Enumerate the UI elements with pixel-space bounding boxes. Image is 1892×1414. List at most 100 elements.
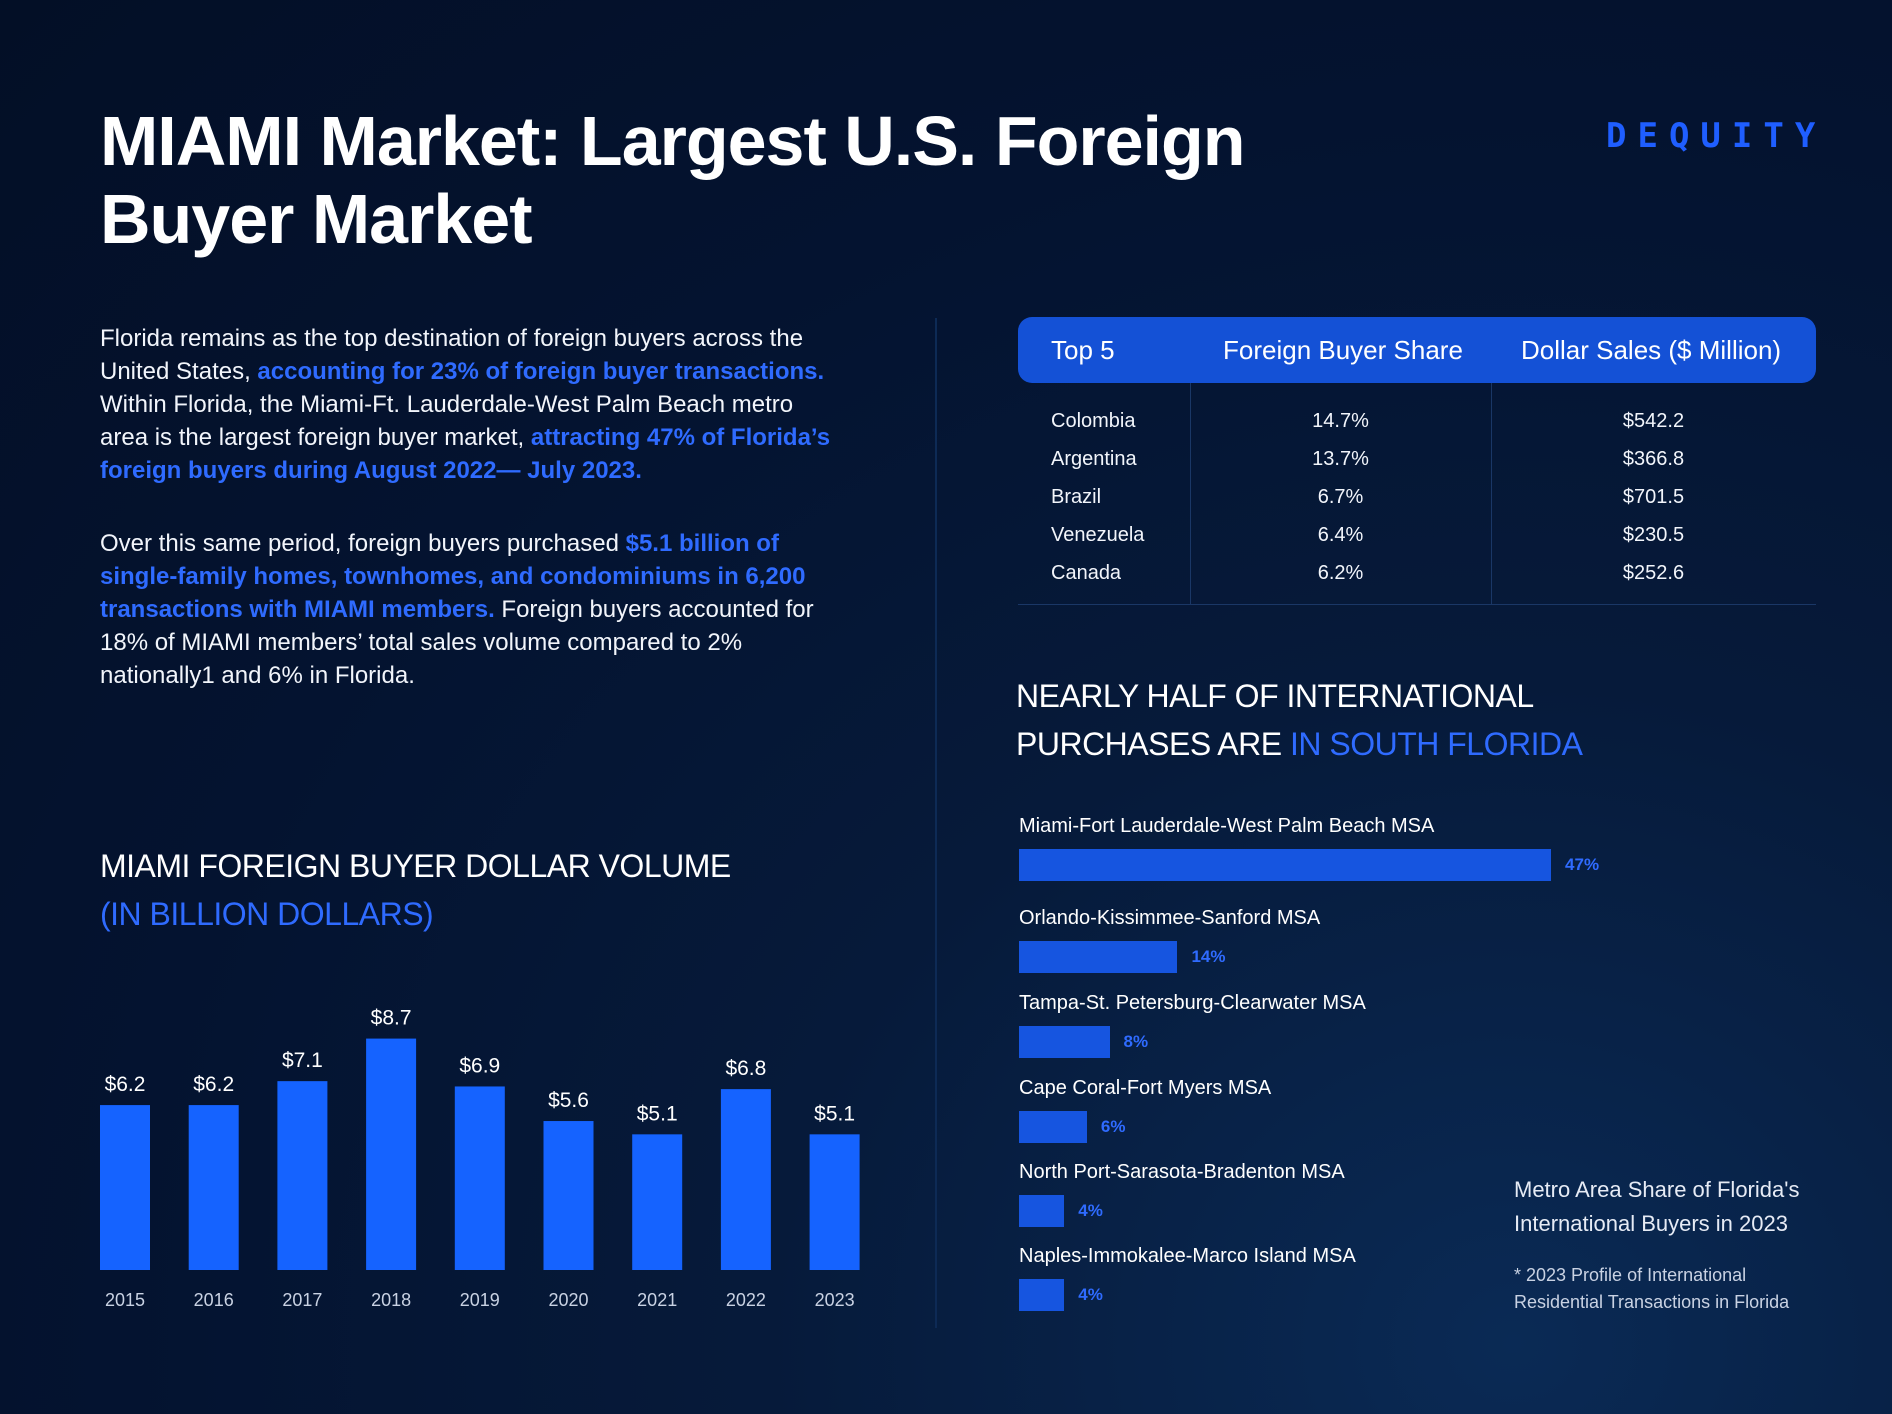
intro-text: Florida remains as the top destination o… [100, 325, 804, 385]
metro-row: Orlando-Kissimmee-Sanford MSA 14% [1019, 907, 1719, 987]
metro-label: Naples-Immokalee-Marco Island MSA [1019, 1245, 1356, 1267]
table-row: Brazil 6.7% $701.5 [1018, 478, 1816, 516]
metro-label: Cape Coral-Fort Myers MSA [1019, 1077, 1272, 1099]
bar-value-label: $7.1 [282, 1049, 323, 1072]
bar-2021 [632, 1134, 683, 1270]
table-header: Top 5 Foreign Buyer Share Dollar Sales (… [1018, 317, 1816, 383]
table-cell-sales: $542.2 [1622, 410, 1685, 432]
bar-value-label: $5.6 [548, 1089, 589, 1112]
metro-row: Miami-Fort Lauderdale-West Palm Beach MS… [1019, 815, 1719, 895]
x-tick-label: 2023 [815, 1290, 855, 1310]
bar-chart-title-line1: MIAMI FOREIGN BUYER DOLLAR VOLUME [100, 848, 731, 884]
metro-bar [1019, 849, 1552, 881]
page-title: MIAMI Market: Largest U.S. Foreign Buyer… [100, 102, 1245, 258]
table-cell-share: 6.2% [1317, 562, 1364, 584]
metro-bar [1019, 1111, 1087, 1143]
intro-paragraph-1: Florida remains as the top destination o… [100, 322, 840, 487]
table-cell-country: Venezuela [1051, 524, 1145, 546]
metro-value-label: 4% [1078, 1285, 1103, 1304]
table-cell-share: 13.7% [1312, 448, 1369, 470]
bar-2023 [809, 1134, 860, 1270]
table-row: Venezuela 6.4% $230.5 [1018, 516, 1816, 554]
x-tick-label: 2022 [726, 1290, 766, 1310]
bar-value-label: $6.2 [193, 1073, 234, 1096]
table-bottom-rule [1018, 604, 1816, 605]
bar-2020 [543, 1121, 594, 1270]
table-cell-share: 6.4% [1317, 524, 1364, 546]
metro-bar [1019, 1026, 1110, 1058]
x-tick-label: 2021 [637, 1290, 677, 1310]
bar-2022 [720, 1089, 771, 1270]
source-footnote: * 2023 Profile of International Resident… [1514, 1265, 1790, 1312]
x-tick-label: 2019 [460, 1290, 500, 1310]
bar-value-label: $6.8 [725, 1057, 766, 1080]
bar-value-label: $5.1 [814, 1102, 855, 1125]
metro-row: Naples-Immokalee-Marco Island MSA 4% [1019, 1245, 1719, 1325]
metro-value-label: 47% [1565, 855, 1600, 874]
metro-row: Cape Coral-Fort Myers MSA 6% [1019, 1077, 1719, 1157]
column-divider [935, 318, 937, 1328]
table-column-divider [1491, 383, 1492, 605]
metro-value-label: 14% [1191, 947, 1226, 966]
intro-highlight: accounting for 23% of foreign buyer tran… [257, 358, 825, 385]
table-cell-country: Brazil [1051, 486, 1102, 508]
x-tick-label: 2016 [194, 1290, 234, 1310]
metro-value-label: 6% [1100, 1117, 1126, 1136]
metro-bar [1019, 941, 1178, 973]
hbar-caption: Metro Area Share of Florida's Internatio… [1514, 1177, 1800, 1236]
bar-value-label: $5.1 [637, 1102, 678, 1125]
bar-2018 [366, 1038, 417, 1270]
x-tick-label: 2017 [282, 1290, 322, 1310]
table-cell-share: 14.7% [1312, 410, 1369, 432]
intro-highlight: attracting 47% of Florida’s foreign buye… [100, 424, 831, 484]
hbar-chart-title-line1: NEARLY HALF OF INTERNATIONAL [1016, 678, 1534, 714]
metro-label: Orlando-Kissimmee-Sanford MSA [1019, 907, 1321, 929]
x-tick-label: 2020 [548, 1290, 588, 1310]
bar-chart-title-line2: (IN BILLION DOLLARS) [100, 896, 434, 932]
table-header-cell: Top 5 [1051, 335, 1115, 365]
table-row: Argentina 13.7% $366.8 [1018, 440, 1816, 478]
intro-text: Foreign buyers accounted for 18% of MIAM… [100, 596, 814, 689]
table-cell-sales: $230.5 [1622, 524, 1685, 546]
hbar-chart-title-line2b: IN SOUTH FLORIDA [1289, 726, 1583, 762]
hbar-chart-title-line2a: PURCHASES ARE [1016, 726, 1290, 762]
metro-label: Tampa-St. Petersburg-Clearwater MSA [1019, 992, 1366, 1014]
table-row: Colombia 14.7% $542.2 [1018, 402, 1816, 440]
metro-row: North Port-Sarasota-Bradenton MSA 4% [1019, 1161, 1719, 1241]
intro-highlight: $5.1 billion of single-family homes, tow… [100, 530, 806, 623]
hbar-chart-title: NEARLY HALF OF INTERNATIONAL PURCHASES A… [1016, 672, 1583, 768]
bar-value-label: $6.2 [105, 1073, 146, 1096]
dollar-volume-bar-chart: $6.2 2015 $6.2 2016 $7.1 2017 $8.7 2018 $6.9 2019… [100, 1007, 860, 1310]
table-cell-country: Colombia [1051, 410, 1136, 432]
metro-row: Tampa-St. Petersburg-Clearwater MSA 8% [1019, 992, 1719, 1072]
intro-text: Within Florida, the Miami-Ft. Lauderdale… [100, 391, 794, 451]
table-cell-country: Canada [1051, 562, 1122, 584]
table-cell-sales: $252.6 [1622, 562, 1685, 584]
bar-2016 [188, 1105, 239, 1270]
metro-bar [1019, 1195, 1065, 1227]
table-row: Canada 6.2% $252.6 [1018, 554, 1816, 592]
intro-text: Over this same period, foreign buyers pu… [100, 530, 626, 557]
x-tick-label: 2015 [105, 1290, 145, 1310]
table-column-divider [1190, 383, 1191, 605]
intro-paragraph-2: Over this same period, foreign buyers pu… [100, 527, 840, 692]
metro-label: Miami-Fort Lauderdale-West Palm Beach MS… [1019, 815, 1435, 837]
x-tick-label: 2018 [371, 1290, 411, 1310]
bar-2015 [100, 1105, 150, 1270]
table-cell-country: Argentina [1051, 448, 1137, 470]
metro-bar [1019, 1279, 1065, 1311]
bar-2019 [454, 1086, 505, 1270]
table-header-cell: Foreign Buyer Share [1223, 335, 1463, 365]
bar-value-label: $8.7 [371, 1007, 412, 1030]
metro-label: North Port-Sarasota-Bradenton MSA [1019, 1161, 1345, 1183]
bar-chart-title: MIAMI FOREIGN BUYER DOLLAR VOLUME (IN BI… [100, 842, 731, 938]
metro-value-label: 8% [1123, 1032, 1149, 1051]
table-cell-share: 6.7% [1317, 486, 1364, 508]
dequity-logo: DEQUITY [1606, 116, 1827, 156]
metro-value-label: 4% [1078, 1201, 1103, 1220]
table-header-cell: Dollar Sales ($ Million) [1521, 335, 1782, 365]
table-cell-sales: $366.8 [1622, 448, 1685, 470]
table-cell-sales: $701.5 [1622, 486, 1685, 508]
top5-table: Top 5 Foreign Buyer Share Dollar Sales (… [1018, 317, 1816, 605]
bar-value-label: $6.9 [459, 1054, 500, 1077]
